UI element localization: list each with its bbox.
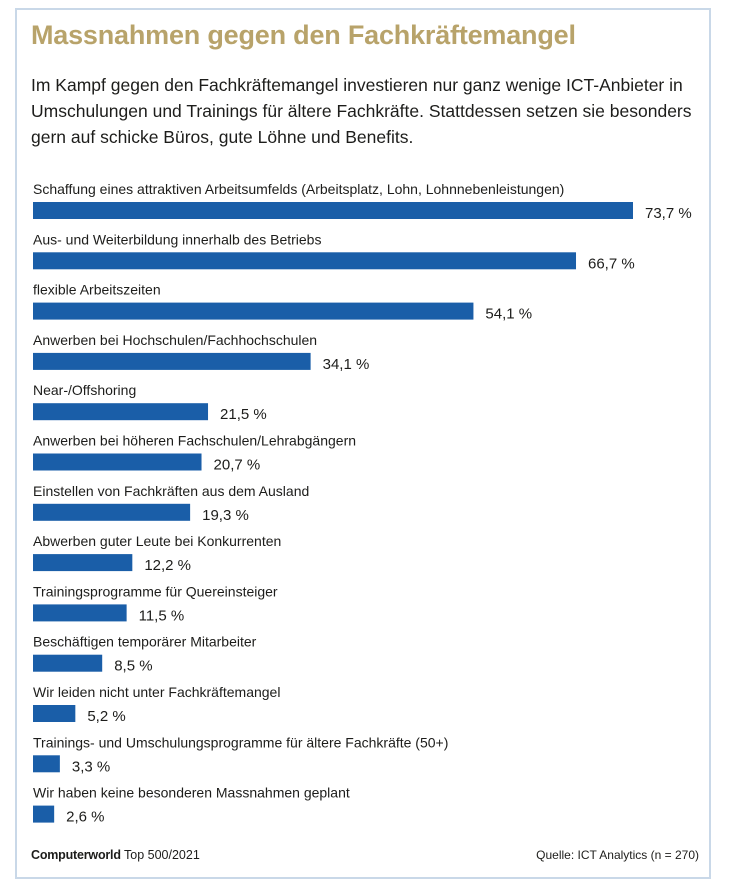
category-label: flexible Arbeitszeiten — [33, 282, 161, 298]
bar — [33, 202, 633, 219]
value-label: 2,6 % — [66, 809, 104, 826]
category-label: Near-/Offshoring — [33, 382, 136, 398]
bar — [33, 755, 60, 773]
value-label: 11,5 % — [139, 607, 185, 624]
value-label: 12,2 % — [144, 557, 191, 574]
category-label: Wir haben keine besonderen Massnahmen ge… — [33, 785, 350, 801]
bar — [33, 403, 209, 421]
bar — [33, 705, 76, 722]
category-label: Beschäftigen temporärer Mitarbeiter — [33, 634, 257, 650]
value-label: 8,5 % — [114, 658, 152, 675]
category-label: Anwerben bei höheren Fachschulen/Lehrabg… — [33, 433, 356, 449]
category-label: Trainings- und Umschulungsprogramme für … — [33, 734, 448, 750]
value-label: 20,7 % — [214, 457, 261, 474]
bar — [33, 554, 133, 572]
category-label: Abwerben guter Leute bei Konkurrenten — [33, 533, 281, 549]
bar — [33, 503, 191, 521]
category-label: Einstellen von Fachkräften aus dem Ausla… — [33, 483, 309, 499]
value-label: 54,1 % — [485, 306, 532, 323]
chart-subtitle: Im Kampf gegen den Fachkräftemangel inve… — [31, 75, 692, 147]
category-label: Trainingsprogramme für Quereinsteiger — [33, 583, 278, 599]
chart-title: Massnahmen gegen den Fachkräftemangel — [31, 20, 576, 50]
category-label: Schaffung eines attraktiven Arbeitsumfel… — [33, 181, 564, 197]
value-label: 5,2 % — [87, 708, 125, 725]
bar-chart: Schaffung eines attraktiven Arbeitsumfel… — [33, 181, 692, 826]
category-label: Aus- und Weiterbildung innerhalb des Bet… — [33, 231, 321, 247]
footer-edition: Top 500/2021 — [124, 848, 200, 862]
value-label: 66,7 % — [588, 255, 635, 272]
bar — [33, 604, 127, 622]
value-label: 73,7 % — [645, 205, 692, 222]
bar — [33, 352, 311, 370]
chart-frame — [15, 8, 711, 879]
footer-source: Quelle: ICT Analytics (n = 270) — [536, 848, 699, 862]
category-label: Anwerben bei Hochschulen/Fachhochschulen — [33, 332, 317, 348]
value-label: 19,3 % — [202, 507, 249, 524]
bar — [33, 654, 103, 672]
value-label: 34,1 % — [323, 356, 370, 373]
value-label: 21,5 % — [220, 406, 267, 423]
bar — [33, 805, 55, 823]
footer-credit: Computerworld Top 500/2021 — [31, 848, 200, 862]
bar — [33, 252, 577, 270]
bar — [33, 302, 474, 320]
footer-brand: Computerworld — [31, 848, 121, 862]
category-label: Wir leiden nicht unter Fachkräftemangel — [33, 684, 280, 700]
bar — [33, 453, 202, 471]
value-label: 3,3 % — [72, 758, 110, 775]
